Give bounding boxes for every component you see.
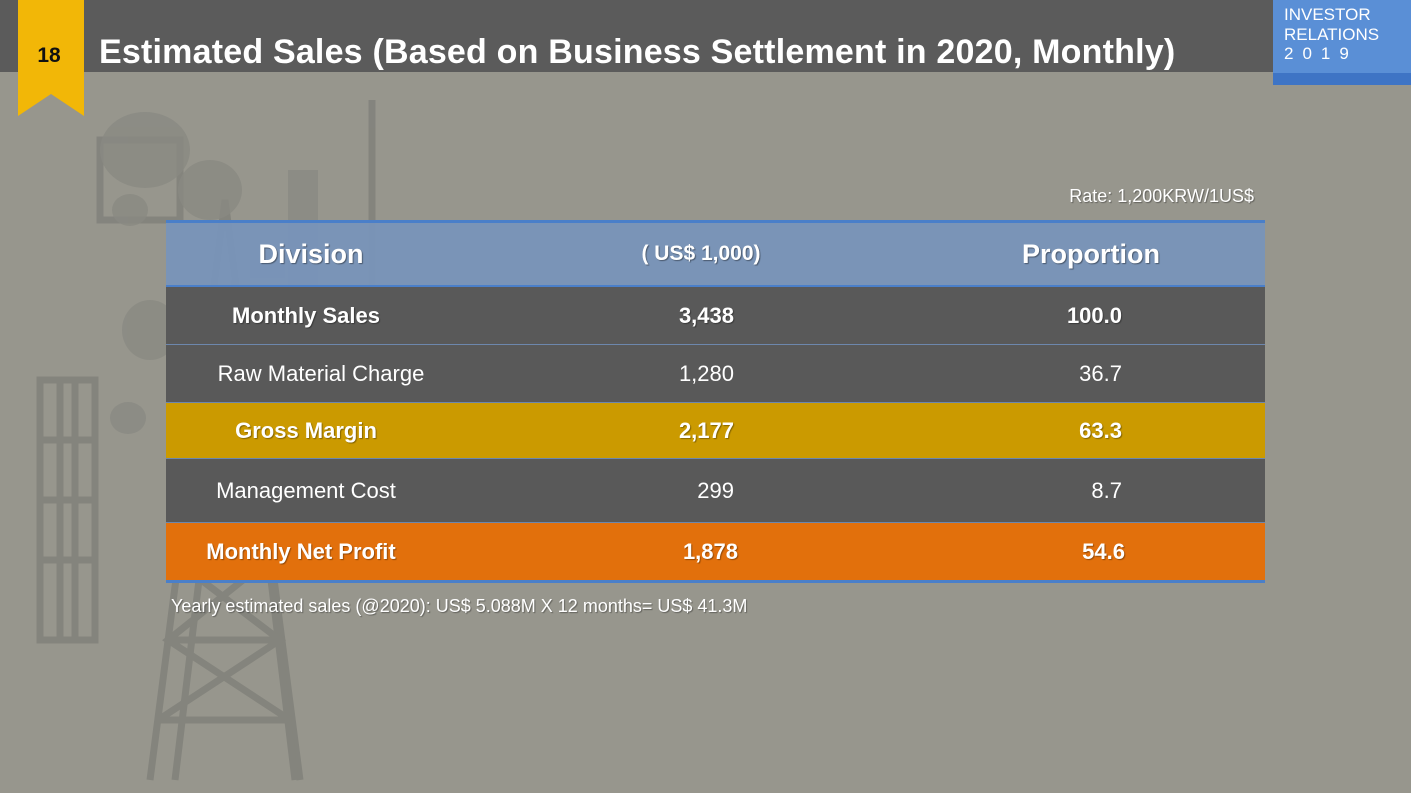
division-cell: Monthly Sales <box>232 302 380 328</box>
table-header-row: Division ( US$ 1,000) Proportion <box>166 220 1265 287</box>
exchange-rate-note: Rate: 1,200KRW/1US$ <box>1069 186 1254 206</box>
proportion-cell: 54.6 <box>1082 538 1125 564</box>
column-header-unit: ( US$ 1,000) <box>641 242 761 265</box>
proportion-cell: 63.3 <box>1079 417 1122 443</box>
value-cell: 2,177 <box>678 417 734 443</box>
yearly-estimate-footnote: Yearly estimated sales (@2020): US$ 5.08… <box>171 596 748 616</box>
badge-line-investor: INVESTOR <box>1284 5 1371 24</box>
value-cell: 299 <box>697 477 734 503</box>
estimated-sales-table: Division ( US$ 1,000) Proportion Monthly… <box>166 220 1265 583</box>
proportion-cell: 8.7 <box>1091 477 1122 503</box>
table-row-management-cost: Management Cost 299 8.7 <box>166 459 1265 523</box>
division-cell: Gross Margin <box>235 417 377 443</box>
table-row-monthly-sales: Monthly Sales 3,438 100.0 <box>166 287 1265 345</box>
division-cell: Management Cost <box>216 477 396 503</box>
table-row-gross-margin: Gross Margin 2,177 63.3 <box>166 403 1265 459</box>
page-number: 18 <box>37 44 61 67</box>
badge-line-year: 2019 <box>1284 44 1358 63</box>
proportion-cell: 36.7 <box>1079 360 1122 386</box>
investor-relations-badge: INVESTOR RELATIONS 2019 <box>1273 0 1411 85</box>
value-cell: 1,878 <box>682 538 738 564</box>
division-cell: Raw Material Charge <box>217 360 425 386</box>
badge-line-relations: RELATIONS <box>1284 25 1380 44</box>
value-cell: 3,438 <box>678 302 734 328</box>
column-header-division: Division <box>258 238 364 269</box>
proportion-cell: 100.0 <box>1066 302 1122 328</box>
table-row-monthly-net-profit: Monthly Net Profit 1,878 54.6 <box>166 523 1265 583</box>
header-bar <box>0 0 1411 72</box>
slide-title: Estimated Sales (Based on Business Settl… <box>99 33 1176 71</box>
value-cell: 1,280 <box>678 360 734 386</box>
column-header-proportion: Proportion <box>1022 238 1160 269</box>
table-row-raw-material-charge: Raw Material Charge 1,280 36.7 <box>166 345 1265 403</box>
division-cell: Monthly Net Profit <box>206 538 396 564</box>
